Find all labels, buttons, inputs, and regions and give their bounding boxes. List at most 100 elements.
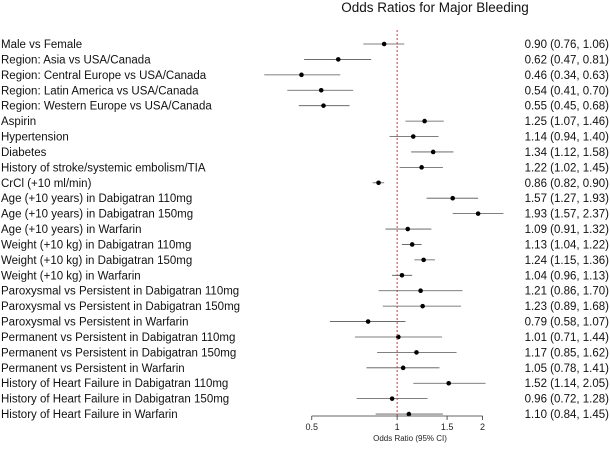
forest-row: CrCl (+10 ml/min) 0.86 (0.82, 0.90) [1, 178, 609, 190]
row-value: 0.90 (0.76, 1.06) [525, 39, 610, 51]
forest-row: History of Heart Failure in Warfarin 1.10… [1, 409, 609, 421]
row-value: 0.79 (0.58, 1.07) [525, 317, 610, 329]
row-value: 0.96 (0.72, 1.28) [525, 394, 610, 406]
row-value: 1.24 (1.15, 1.36) [525, 255, 610, 267]
forest-row: Hypertension 1.14 (0.94, 1.40) [1, 132, 609, 144]
point-estimate [450, 195, 455, 201]
point-estimate [365, 319, 371, 324]
forest-row: Paroxysmal vs Persistent in Warfarin 0.79… [1, 317, 609, 329]
forest-row: Region: Central Europe vs USA/Canada 0.46… [1, 70, 609, 82]
row-label: Region: Central Europe vs USA/Canada [1, 70, 207, 82]
row-label: Age (+10 years) in Warfarin [1, 224, 142, 236]
row-label: Permanent vs Persistent in Dabigatran 15… [1, 347, 236, 359]
row-value: 1.93 (1.57, 2.37) [525, 209, 610, 221]
forest-row: History of Heart Failure in Dabigatran 1… [1, 378, 609, 390]
row-label: Male vs Female [1, 39, 82, 51]
forest-row: Age (+10 years) in Warfarin 1.09 (0.91, 1… [1, 224, 609, 236]
row-label: History of stroke/systemic embolism/TIA [1, 162, 206, 174]
point-estimate [299, 72, 304, 78]
forest-row: History of Heart Failure in Dabigatran 1… [1, 394, 609, 406]
point-estimate [381, 41, 387, 47]
forest-row: Paroxysmal vs Persistent in Dabigatran 1… [1, 286, 609, 298]
row-value: 1.10 (0.84, 1.45) [525, 409, 610, 421]
row-value: 1.01 (0.71, 1.44) [525, 332, 610, 344]
chart-title: Odds Ratios for Major Bleeding [341, 0, 529, 15]
point-estimate [419, 165, 424, 170]
forest-row: Permanent vs Persistent in Dabigatran 11… [1, 332, 609, 344]
forest-row: Male vs Female 0.90 (0.76, 1.06) [1, 39, 609, 51]
forest-row: Aspirin 1.25 (1.07, 1.46) [1, 116, 609, 128]
point-estimate [420, 303, 425, 309]
row-value: 1.14 (0.94, 1.40) [525, 132, 610, 144]
row-value: 1.25 (1.07, 1.46) [525, 116, 610, 128]
point-estimate [400, 365, 406, 371]
forest-row: Diabetes 1.34 (1.12, 1.58) [1, 147, 609, 159]
x-tick-label: 2 [480, 422, 485, 432]
row-label: Age (+10 years) in Dabigatran 150mg [1, 209, 193, 221]
row-label: History of Heart Failure in Dabigatran 1… [1, 394, 229, 406]
row-label: History of Heart Failure in Warfarin [1, 409, 178, 421]
row-label: Weight (+10 kg) in Dabigatran 110mg [1, 239, 191, 251]
forest-row: Weight (+10 kg) in Dabigatran 110mg 1.13 … [1, 239, 609, 251]
x-axis-label: Odds Ratio (95% CI) [373, 434, 447, 443]
row-label: Region: Latin America vs USA/Canada [1, 85, 199, 97]
row-label: Weight (+10 kg) in Warfarin [1, 270, 141, 282]
forest-row: History of stroke/systemic embolism/TIA 1… [1, 162, 609, 174]
forest-row: Region: Latin America vs USA/Canada 0.54 … [1, 85, 609, 97]
point-estimate [418, 288, 423, 294]
row-value: 1.23 (0.89, 1.68) [525, 301, 610, 313]
x-tick-label: 0.5 [305, 422, 318, 432]
row-label: Paroxysmal vs Persistent in Warfarin [1, 317, 188, 329]
row-value: 1.57 (1.27, 1.93) [525, 193, 610, 205]
point-estimate [318, 87, 324, 93]
point-estimate [421, 257, 426, 263]
row-value: 1.04 (0.96, 1.13) [525, 270, 610, 282]
row-label: Age (+10 years) in Dabigatran 110mg [1, 193, 192, 205]
row-label: Permanent vs Persistent in Dabigatran 11… [1, 332, 235, 344]
row-value: 0.55 (0.45, 0.68) [525, 101, 610, 113]
x-axis-ticks: 0.5 1 1.5 2 [305, 416, 485, 432]
row-value: 1.52 (1.14, 2.05) [525, 378, 610, 390]
point-estimate [321, 103, 326, 108]
row-value: 0.62 (0.47, 0.81) [525, 54, 610, 66]
row-label: Region: Western Europe vs USA/Canada [1, 101, 212, 113]
point-estimate [430, 149, 436, 155]
x-tick-label: 1.5 [441, 422, 454, 432]
row-value: 1.21 (0.86, 1.70) [525, 286, 610, 298]
point-estimate [410, 134, 416, 139]
row-value: 1.17 (0.85, 1.62) [525, 347, 610, 359]
row-label: Diabetes [1, 147, 47, 159]
point-estimate [376, 180, 381, 186]
point-estimate [446, 380, 452, 386]
point-estimate [409, 242, 415, 247]
forest-row: Age (+10 years) in Dabigatran 150mg 1.93 … [1, 209, 609, 221]
row-value: 0.46 (0.34, 0.63) [525, 70, 610, 82]
row-label: Paroxysmal vs Persistent in Dabigatran 1… [1, 286, 239, 298]
forest-row: Permanent vs Persistent in Dabigatran 15… [1, 347, 609, 359]
point-estimate [414, 350, 419, 355]
row-value: 1.05 (0.78, 1.41) [525, 363, 610, 375]
x-tick-label: 1 [395, 422, 400, 432]
point-estimate [405, 226, 411, 232]
point-estimate [475, 211, 481, 216]
row-label: Region: Asia vs USA/Canada [1, 54, 151, 66]
forest-rows: Male vs Female 0.90 (0.76, 1.06) Region: A… [1, 39, 609, 421]
row-label: Paroxysmal vs Persistent in Dabigatran 1… [1, 301, 240, 313]
forest-row: Age (+10 years) in Dabigatran 110mg 1.57 … [1, 193, 609, 205]
row-value: 0.86 (0.82, 0.90) [525, 178, 610, 190]
point-estimate [335, 57, 341, 62]
point-estimate [406, 411, 412, 417]
row-label: Hypertension [1, 132, 69, 144]
row-label: Aspirin [1, 116, 36, 128]
forest-row: Paroxysmal vs Persistent in Dabigatran 1… [1, 301, 609, 313]
forest-row: Region: Asia vs USA/Canada 0.62 (0.47, 0.… [1, 54, 609, 66]
forest-row: Region: Western Europe vs USA/Canada 0.55… [1, 101, 609, 113]
row-label: History of Heart Failure in Dabigatran 1… [1, 378, 228, 390]
forest-row: Permanent vs Persistent in Warfarin 1.05 … [1, 363, 609, 375]
row-label: CrCl (+10 ml/min) [1, 178, 92, 190]
row-value: 1.13 (1.04, 1.22) [525, 239, 610, 251]
row-value: 1.34 (1.12, 1.58) [525, 147, 610, 159]
forest-row: Weight (+10 kg) in Dabigatran 150mg 1.24 … [1, 255, 609, 267]
row-value: 1.09 (0.91, 1.32) [525, 224, 610, 236]
